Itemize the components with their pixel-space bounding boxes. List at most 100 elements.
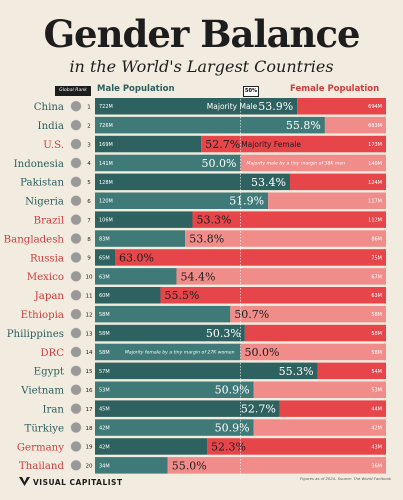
male-header: Male Population	[97, 84, 175, 94]
male-bar	[95, 457, 168, 474]
female-pop-label: 683M	[368, 123, 382, 129]
male-bar	[95, 173, 290, 191]
rank-number: 16	[85, 388, 93, 394]
flag-icon	[70, 214, 82, 226]
rank-number: 5	[87, 180, 91, 186]
table-row: Türkiye 18 42M 42M 50.9%	[25, 419, 386, 436]
male-pop-label: 141M	[99, 161, 113, 167]
country-name: Nigeria	[25, 197, 64, 208]
male-pop-label: 726M	[99, 123, 113, 129]
male-bar	[95, 230, 186, 247]
table-row: Pakistan 5 128M 124M 53.4%	[20, 173, 386, 191]
rank-number: 6	[87, 199, 91, 205]
female-bar	[324, 116, 386, 134]
table-row: Vietnam 16 53M 53M 50.9%	[20, 381, 386, 398]
flag-icon	[70, 346, 82, 358]
male-bar	[95, 211, 193, 228]
flag-icon	[70, 403, 82, 415]
percentage-label: 55.5%	[164, 289, 199, 302]
rank-number: 9	[87, 256, 91, 262]
percentage-label: 55.3%	[279, 365, 314, 378]
percentage-label: 51.9%	[229, 195, 264, 208]
female-pop-label: 58M	[371, 350, 382, 356]
flag-icon	[70, 157, 82, 169]
male-bar	[95, 287, 161, 304]
table-row: Japan 11 60M 63M 55.5%	[34, 287, 386, 304]
female-bar	[244, 324, 386, 342]
fifty-percent-marker: 50%	[243, 86, 259, 97]
male-pop-label: 128M	[99, 180, 113, 186]
percentage-label: 53.3%	[196, 214, 231, 227]
rank-number: 14	[85, 350, 93, 356]
male-pop-label: 169M	[99, 142, 113, 148]
annotation-label: Majority Male	[207, 102, 258, 111]
female-bar	[317, 362, 386, 380]
male-pop-label: 58M	[99, 331, 110, 337]
male-bar	[95, 249, 115, 266]
rank-number: 8	[87, 237, 91, 243]
table-row: Brazil 7 106M 112M 53.3%	[34, 211, 386, 228]
country-name: Brazil	[34, 215, 64, 226]
rank-number: 15	[85, 369, 93, 375]
female-bar	[207, 438, 386, 455]
percentage-label: 50.0%	[245, 346, 280, 359]
percentage-label: 52.3%	[211, 440, 246, 453]
percentage-label: 53.9%	[258, 100, 293, 113]
country-name: Indonesia	[14, 159, 64, 170]
female-bar	[289, 173, 386, 191]
male-pop-label: 34M	[99, 463, 110, 469]
female-bar	[253, 419, 386, 436]
table-row: India 2 726M 683M 55.8%	[38, 116, 386, 134]
male-bar	[95, 438, 208, 455]
female-pop-label: 112M	[368, 218, 382, 224]
rank-number: 10	[85, 275, 93, 281]
visual-capitalist-logo-icon	[19, 477, 30, 486]
rank-number: 1	[87, 104, 91, 110]
percentage-label: 54.4%	[180, 270, 215, 283]
male-pop-label: 45M	[99, 407, 110, 413]
table-row: Mexico 10 63M 67M 54.4%	[27, 268, 386, 285]
percentage-label: 52.7%	[241, 403, 276, 416]
female-bar	[240, 343, 386, 361]
male-pop-label: 60M	[99, 293, 110, 299]
percentage-label: 52.7%	[205, 138, 240, 151]
rank-number: 20	[85, 464, 93, 470]
flag-icon	[70, 233, 82, 244]
percentage-label: 50.9%	[215, 421, 250, 434]
female-pop-label: 43M	[371, 444, 382, 450]
female-bar	[192, 211, 386, 228]
flag-icon	[70, 252, 82, 263]
male-bar	[95, 419, 254, 436]
rank-number: 12	[85, 312, 92, 318]
country-name: Egypt	[34, 367, 65, 378]
female-bar	[115, 249, 386, 266]
table-row: Philippines 13 58M 58M 50.3%	[7, 324, 386, 342]
table-row: Russia 9 65M 75M 63.0%	[30, 249, 386, 266]
male-pop-label: 53M	[99, 388, 110, 394]
male-pop-label: 106M	[99, 218, 113, 224]
female-pop-label: 63M	[371, 293, 382, 299]
country-name: Thailand	[19, 461, 65, 472]
male-bar	[95, 400, 280, 417]
male-bar	[95, 268, 177, 285]
male-pop-label: 58M	[99, 312, 110, 318]
female-bar	[167, 457, 386, 474]
table-row: U.S. 3 169M 173M 52.7% Majority Female	[43, 135, 386, 153]
female-pop-label: 173M	[368, 142, 382, 148]
female-pop-label: 58M	[371, 331, 382, 337]
country-name: Iran	[42, 404, 64, 415]
flag-icon	[70, 365, 82, 377]
female-bar	[253, 381, 386, 398]
brand-name: VISUAL CAPITALIST	[33, 478, 123, 487]
female-pop-label: 42M	[371, 425, 382, 431]
flag-icon	[70, 119, 82, 131]
percentage-label: 53.8%	[189, 232, 224, 245]
female-pop-label: 67M	[371, 274, 382, 280]
male-bar	[95, 305, 231, 323]
male-bar	[95, 116, 325, 134]
male-bar	[95, 362, 318, 380]
male-bar	[95, 135, 202, 153]
female-bar	[268, 192, 386, 209]
male-pop-label: 58M	[99, 350, 110, 356]
